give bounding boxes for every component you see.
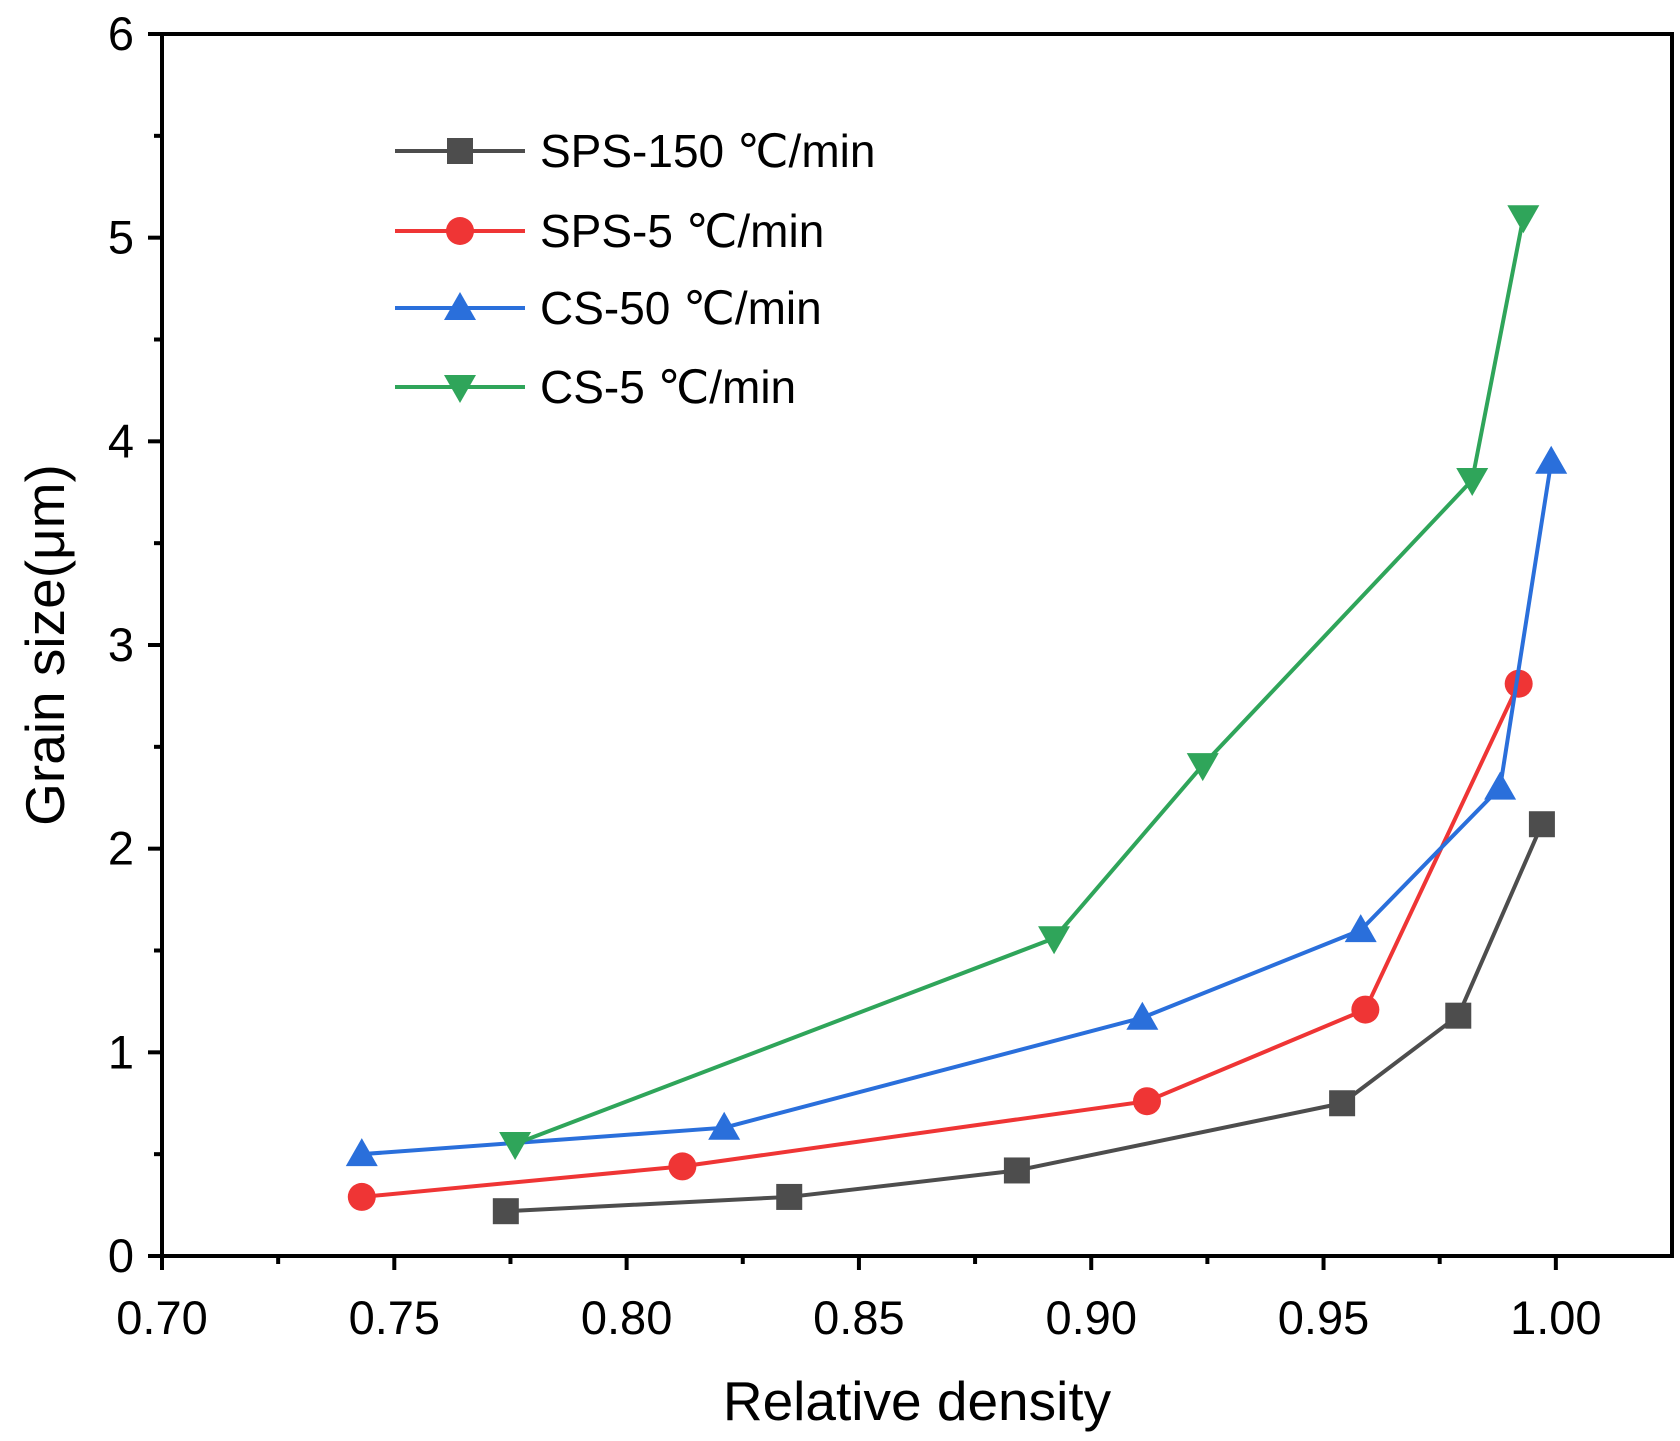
data-point — [668, 1152, 697, 1181]
x-tick-label: 0.75 — [349, 1291, 440, 1344]
data-point — [492, 1198, 519, 1225]
data-point — [1504, 669, 1533, 698]
x-tick-label: 0.95 — [1278, 1291, 1369, 1344]
x-tick-label: 1.00 — [1510, 1291, 1601, 1344]
legend-marker — [447, 138, 473, 164]
x-tick-label: 0.80 — [581, 1291, 672, 1344]
data-point — [1507, 205, 1540, 234]
series-layer — [345, 205, 1568, 1225]
data-point — [345, 1138, 378, 1167]
data-point — [1445, 1002, 1472, 1029]
data-point — [1186, 753, 1219, 782]
data-point — [708, 1111, 741, 1140]
series-1 — [347, 669, 1533, 1211]
plot-frame — [160, 32, 1674, 1258]
data-point — [776, 1183, 803, 1210]
series-0 — [492, 811, 1555, 1225]
series-line — [361, 461, 1554, 1157]
series-line — [505, 823, 1544, 1214]
data-point — [1456, 468, 1489, 497]
x-tick-label: 0.90 — [1045, 1291, 1136, 1344]
data-point — [1003, 1157, 1030, 1184]
y-tick-label: 2 — [108, 822, 134, 875]
y-tick-label: 0 — [108, 1229, 134, 1282]
legend-label: CS-50 ℃/min — [540, 282, 822, 334]
data-point — [1038, 926, 1071, 955]
legend-label: SPS-5 ℃/min — [540, 205, 824, 257]
data-point — [1126, 1001, 1159, 1030]
legend-marker — [444, 375, 476, 403]
data-point — [1484, 771, 1517, 800]
data-point — [1132, 1087, 1161, 1116]
data-point — [1351, 995, 1380, 1024]
data-point — [347, 1182, 376, 1211]
data-point — [1528, 811, 1555, 838]
x-tick-label: 0.70 — [116, 1291, 207, 1344]
legend-label: SPS-150 ℃/min — [540, 125, 875, 177]
series-2 — [345, 445, 1568, 1167]
axes: 0.70 0.75 0.80 0.85 0.90 0.95 1.00 0 1 2 3 4 5 6 — [108, 7, 1674, 1344]
series-line — [361, 682, 1521, 1199]
y-tick-label: 5 — [108, 211, 134, 264]
y-tick-label: 3 — [108, 618, 134, 671]
y-axis-title: Grain size(μm) — [14, 464, 76, 826]
y-tick-label: 1 — [108, 1025, 134, 1078]
data-point — [499, 1131, 532, 1160]
data-point — [1344, 914, 1377, 943]
y-tick-label: 4 — [108, 414, 134, 467]
legend-label: CS-5 ℃/min — [540, 361, 796, 413]
y-tick-label: 6 — [108, 7, 134, 60]
legend-marker — [444, 292, 476, 320]
legend-marker — [446, 217, 474, 245]
data-point — [1329, 1090, 1356, 1117]
series-3 — [499, 205, 1540, 1160]
x-tick-label: 0.85 — [813, 1291, 904, 1344]
legend: SPS-150 ℃/min SPS-5 ℃/min CS-50 ℃/min CS-5 … — [395, 125, 875, 413]
x-axis-title: Relative density — [723, 1370, 1112, 1432]
data-point — [1535, 445, 1568, 474]
